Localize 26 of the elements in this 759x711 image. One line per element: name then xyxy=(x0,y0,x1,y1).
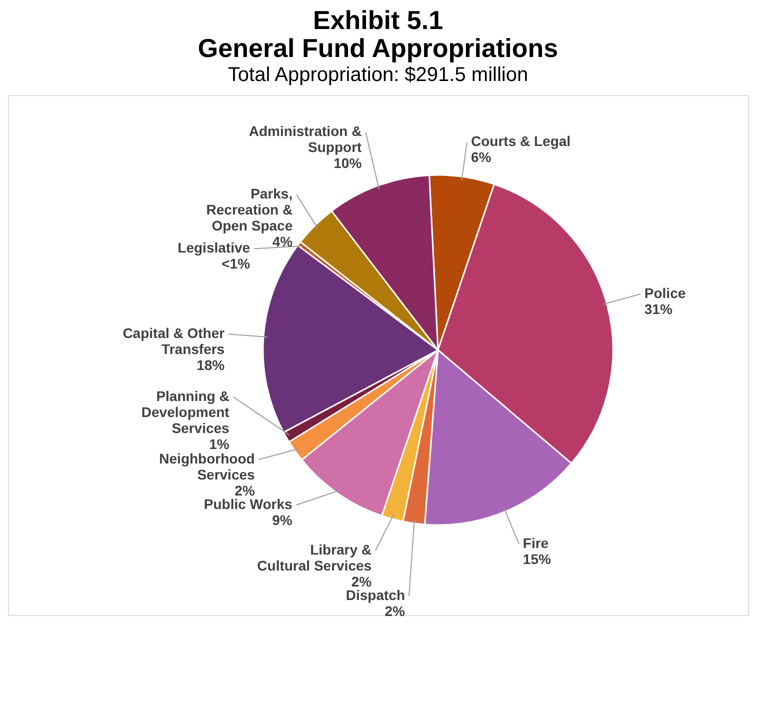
slice-label: Fire xyxy=(522,534,549,551)
slice-label: Planning & Development Services xyxy=(141,388,230,436)
data-label: 9% xyxy=(272,512,293,528)
data-label: 1% xyxy=(209,436,230,452)
chart-subtitle: Total Appropriation: $291.5 million xyxy=(228,64,528,86)
data-label: 4% xyxy=(272,234,294,250)
slice-label: Library & Cultural Services xyxy=(257,542,372,574)
data-label: 6% xyxy=(470,149,492,166)
slice-label: Administration & Support xyxy=(248,123,362,156)
data-label: <1% xyxy=(222,256,251,272)
slice-label: Capital & Other Transfers xyxy=(122,325,226,358)
data-label: 2% xyxy=(234,482,256,498)
slice-label: Police xyxy=(644,285,686,302)
data-label: 15% xyxy=(522,550,552,567)
data-label: 18% xyxy=(196,357,226,374)
slice-label: Parks, Recreation & Open Space xyxy=(206,186,293,234)
slice-label: Dispatch xyxy=(346,587,406,603)
chart-title: Exhibit 5.1 General Fund Appropriations xyxy=(198,5,558,63)
data-label: 31% xyxy=(644,301,673,318)
slice-label: Legislative xyxy=(178,240,250,256)
slice-label: Neighborhood Services xyxy=(159,450,256,482)
data-label: 10% xyxy=(334,155,362,172)
data-label: 2% xyxy=(384,603,406,619)
slice-label: Courts & Legal xyxy=(470,133,571,150)
slice-label: Public Works xyxy=(204,496,293,512)
data-label: 2% xyxy=(351,574,372,590)
